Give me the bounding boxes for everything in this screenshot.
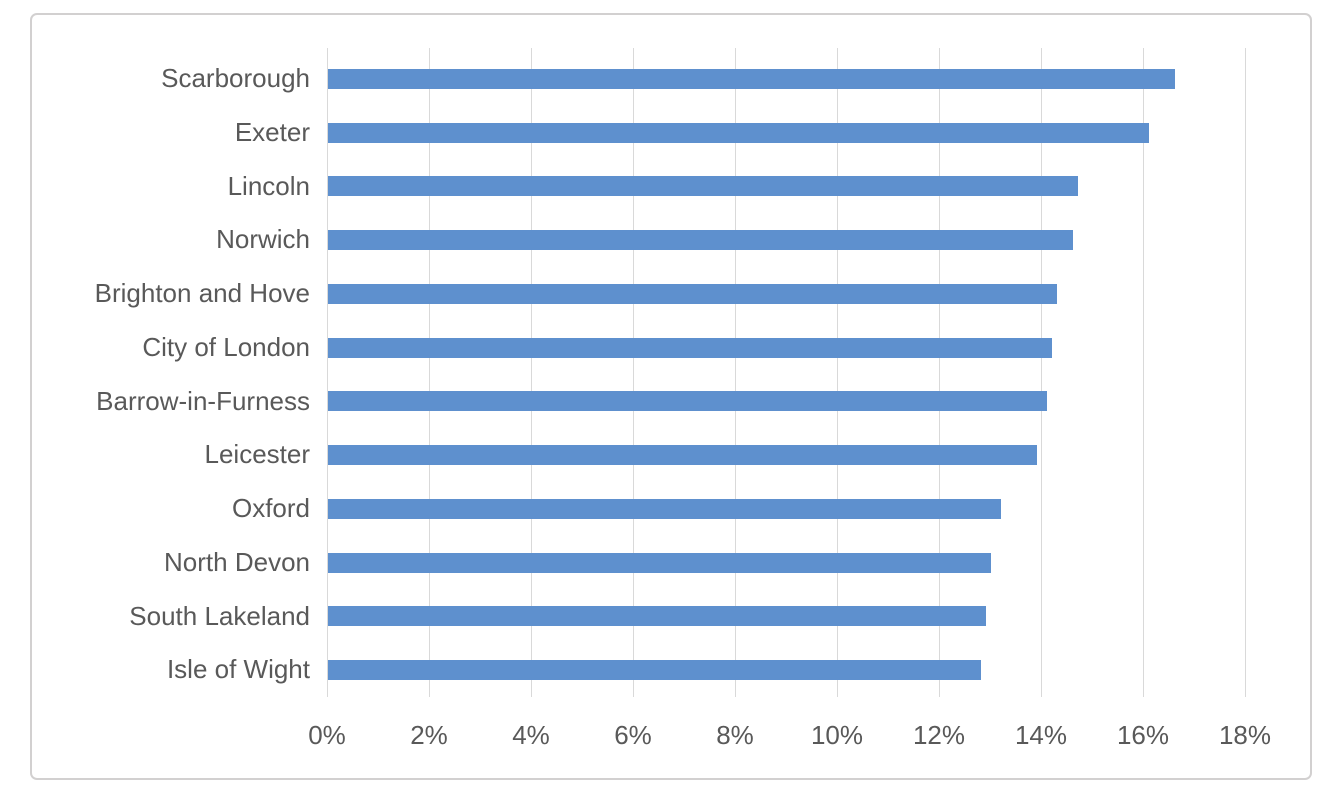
value-axis-tick-label: 2% — [410, 720, 448, 750]
gridline — [939, 48, 940, 697]
value-axis-tick-label: 12% — [912, 720, 966, 750]
value-axis-tick-label: 4% — [512, 720, 550, 750]
bar-north-devon — [328, 552, 991, 573]
gridline — [531, 48, 532, 697]
value-axis-tick-label: 8% — [716, 720, 754, 750]
bar-norwich — [328, 230, 1073, 251]
bar-scarborough — [328, 68, 1175, 89]
chart-frame: Scarborough Exeter Lincoln Norwich Brighton … — [30, 13, 1312, 780]
bar-isle-of-wight — [328, 660, 981, 681]
gridline — [429, 48, 430, 697]
category-label-south-lakeland: South Lakeland — [129, 600, 310, 631]
bar-south-lakeland — [328, 606, 986, 627]
gridline — [1245, 48, 1246, 697]
bar-barrow-in-furness — [328, 391, 1048, 412]
bar-oxford — [328, 498, 1002, 519]
category-label-brighton-and-hove: Brighton and Hove — [94, 278, 310, 308]
value-axis-labels: 0% 2% 4% 6% 8% 10% 12% 14% 16% 18% — [32, 720, 1310, 754]
value-axis-tick-label: 0% — [308, 720, 346, 750]
value-axis-tick-label: 14% — [1014, 720, 1068, 750]
category-label-scarborough: Scarborough — [161, 63, 310, 93]
category-axis-labels: Scarborough Exeter Lincoln Norwich Brighton … — [32, 52, 310, 697]
category-label-lincoln: Lincoln — [227, 170, 310, 201]
value-axis-tick-label: 6% — [614, 720, 652, 750]
value-axis-line — [327, 48, 328, 697]
gridline — [1041, 48, 1042, 697]
value-axis-tick-label: 16% — [1116, 720, 1170, 750]
bar-brighton-and-hove — [328, 283, 1058, 304]
category-label-exeter: Exeter — [234, 116, 310, 147]
category-label-barrow-in-furness: Barrow-in-Furness — [96, 385, 310, 416]
value-axis-tick-label: 10% — [810, 720, 864, 750]
value-axis-tick-label: 18% — [1218, 720, 1272, 750]
bar-city-of-london — [328, 337, 1053, 358]
category-label-city-of-london: City of London — [142, 331, 310, 362]
category-label-north-devon: North Devon — [164, 546, 310, 577]
category-label-norwich: Norwich — [216, 224, 310, 255]
category-label-oxford: Oxford — [231, 493, 310, 523]
bar-leicester — [328, 445, 1037, 466]
plot-area — [327, 48, 1246, 697]
category-label-leicester: Leicester — [204, 439, 311, 470]
gridline — [1143, 48, 1144, 697]
gridline — [837, 48, 838, 697]
gridline — [633, 48, 634, 697]
category-label-isle-of-wight: Isle of Wight — [166, 654, 310, 685]
bar-lincoln — [328, 176, 1078, 197]
gridline — [735, 48, 736, 697]
bar-exeter — [328, 122, 1150, 143]
